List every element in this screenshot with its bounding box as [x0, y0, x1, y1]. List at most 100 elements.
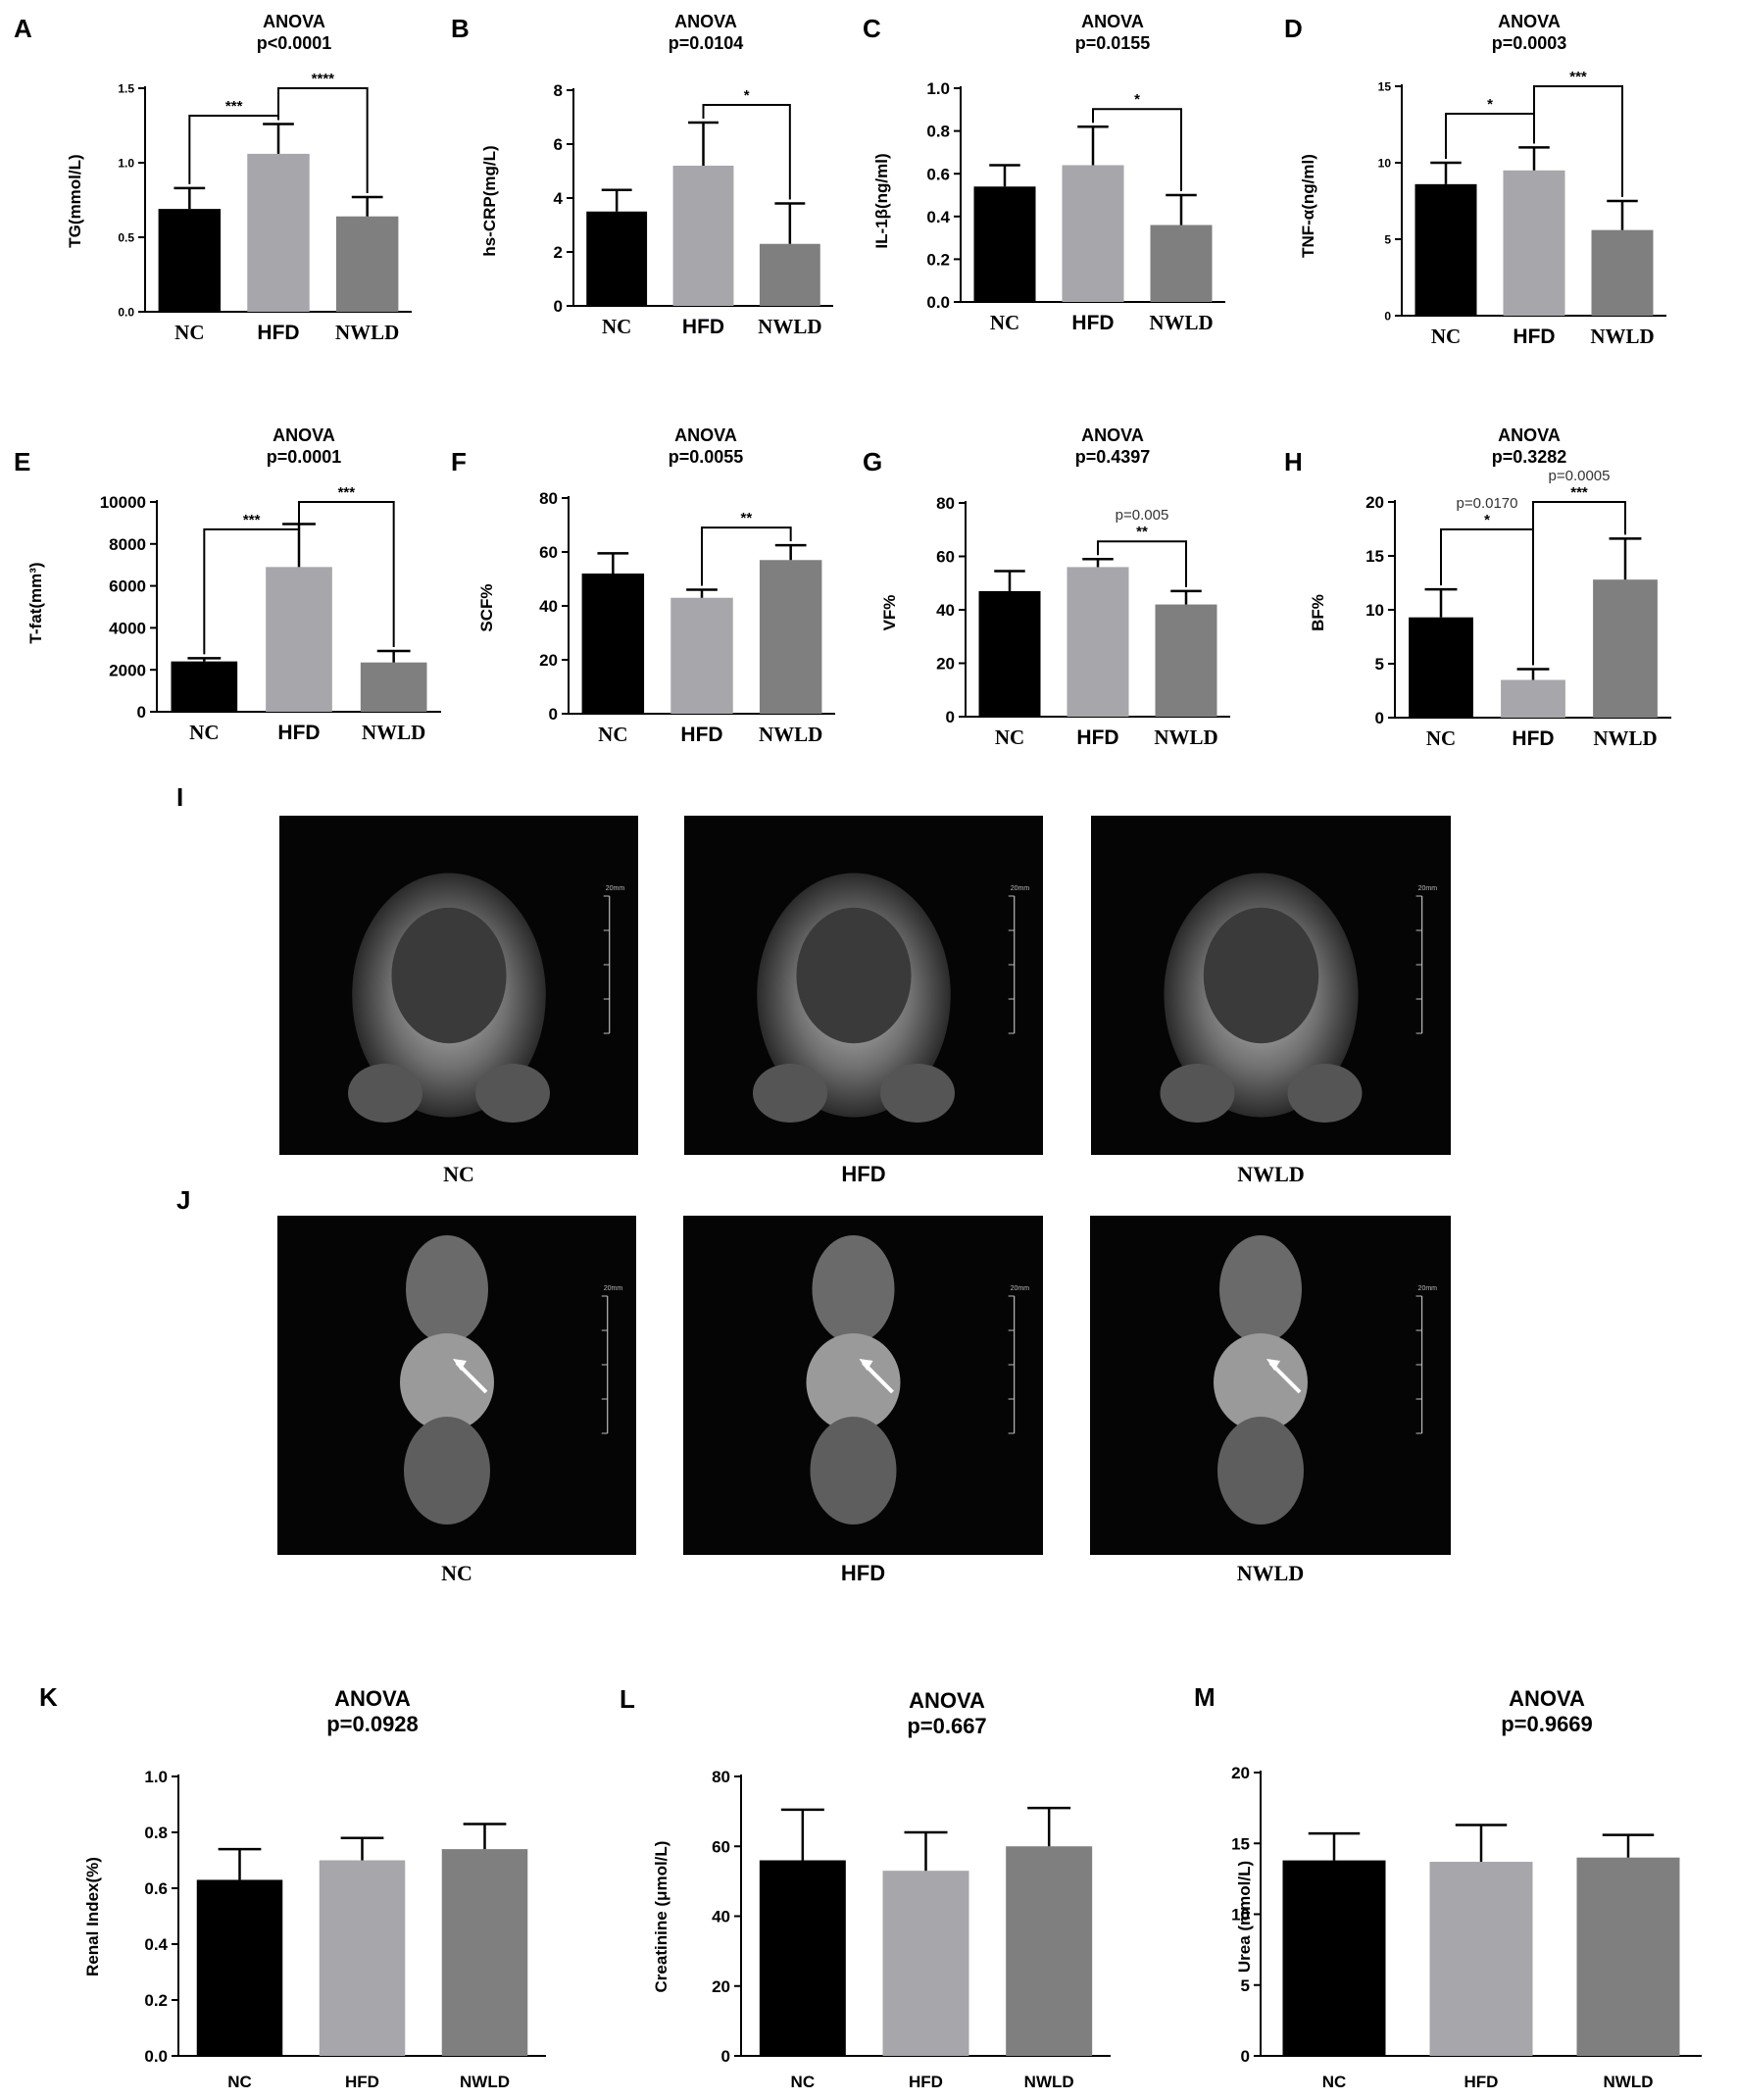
bar-nwld: [1593, 579, 1658, 718]
significance-bracket: [1445, 113, 1535, 159]
y-tick-label: 5: [1241, 1976, 1250, 1995]
x-tick-label-nc: NC: [602, 315, 631, 338]
bar-nwld: [759, 243, 820, 306]
panel-label: B: [451, 14, 470, 43]
mri-scale-label: 20mm: [1011, 885, 1030, 892]
y-tick-label: 8: [554, 81, 563, 100]
panel-label: G: [863, 447, 882, 476]
x-tick-label-nwld: NWLD: [1024, 2073, 1074, 2091]
y-tick-label: 0.0: [144, 2047, 168, 2066]
chart-subtitle: p=0.0155: [1075, 33, 1151, 53]
x-tick-label-nwld: NWLD: [1590, 325, 1654, 348]
y-tick-label: 5: [1375, 655, 1384, 674]
mri-hip-right: [1287, 1064, 1363, 1123]
chart-subtitle: p=0.0055: [669, 447, 744, 467]
mri-hip-left: [1160, 1064, 1235, 1123]
chart-title: ANOVA: [1081, 12, 1144, 31]
bar-nc: [1409, 617, 1473, 718]
x-tick-label-hfd: HFD: [680, 724, 722, 746]
panel-label: M: [1194, 1682, 1216, 1712]
y-axis-label: TNF-α(ng/ml): [1299, 154, 1317, 258]
y-tick-label: 60: [539, 543, 558, 562]
panel-label: D: [1284, 14, 1303, 43]
mri-neck: [400, 1333, 494, 1431]
bar-nc: [973, 186, 1036, 302]
y-axis-label: VF%: [880, 595, 899, 631]
mri-caption-nwld: NWLD: [1237, 1561, 1304, 1585]
significance-stars: *: [1134, 91, 1140, 108]
bar-nc: [759, 1860, 846, 2056]
y-axis-label: T-fat(mm³): [26, 562, 45, 643]
significance-bracket: [701, 526, 792, 586]
mri-hip-right: [475, 1064, 550, 1123]
y-tick-label: 0: [1384, 309, 1391, 323]
p-value-note: p=0.005: [1116, 507, 1169, 524]
y-tick-label: 0.0: [926, 293, 950, 312]
mri-scale-label: 20mm: [604, 1285, 623, 1292]
mri-trunk: [404, 1417, 490, 1525]
significance-stars: **: [740, 510, 752, 526]
x-tick-label-hfd: HFD: [909, 2073, 943, 2091]
y-tick-label: 10: [1231, 1906, 1250, 1925]
chart-title: ANOVA: [674, 425, 737, 445]
bar-nc: [171, 661, 238, 712]
panel-label: A: [14, 14, 32, 43]
significance-stars: *: [1484, 512, 1490, 528]
y-tick-label: 15: [1365, 547, 1384, 566]
bar-nwld: [1576, 1857, 1680, 2056]
y-tick-label: 10: [1365, 601, 1384, 620]
y-tick-label: 4: [554, 189, 564, 208]
y-tick-label: 0: [721, 2047, 730, 2066]
y-tick-label: 0.5: [118, 230, 134, 244]
mri-scale-label: 20mm: [1011, 1285, 1030, 1292]
chart-panel-D: D ANOVA p=0.0003 0 5 10 15 TNF-α(ng/ml) NC HFD NWL…: [1284, 12, 1666, 348]
bar-nwld: [1006, 1846, 1093, 2056]
chart-panel-C: C ANOVA p=0.0155 0.0 0.2 0.4 0.6 0.8 1.0 IL-1β(ng…: [863, 12, 1225, 334]
mri-scale-label: 20mm: [1418, 885, 1438, 892]
y-tick-label: 0.6: [926, 165, 950, 183]
x-tick-label-hfd: HFD: [257, 322, 299, 344]
y-tick-label: 40: [712, 1908, 730, 1926]
y-tick-label: 20: [539, 651, 558, 670]
y-tick-label: 0.2: [926, 251, 950, 270]
x-tick-label-nc: NC: [995, 725, 1024, 749]
y-tick-label: 0.4: [144, 1935, 168, 1954]
chart-title: ANOVA: [674, 12, 737, 31]
significance-stars: ***: [338, 484, 356, 501]
mri-caption-nc: NC: [443, 1162, 474, 1186]
y-tick-label: 80: [936, 494, 955, 513]
panel-label: F: [451, 447, 467, 476]
y-tick-label: 0.6: [144, 1879, 168, 1898]
mri-row-I: I 20mm NC 20mm HFD 20mm NWLD: [176, 782, 1451, 1186]
x-tick-label-nwld: NWLD: [1593, 726, 1657, 750]
panel-label: H: [1284, 447, 1303, 476]
significance-stars: **: [1136, 524, 1148, 540]
chart-subtitle: p=0.667: [907, 1714, 986, 1738]
mri-head: [1219, 1235, 1302, 1343]
chart-subtitle: p=0.0928: [326, 1712, 419, 1736]
y-tick-label: 40: [539, 597, 558, 616]
significance-stars: ***: [225, 98, 243, 115]
panel-label: C: [863, 14, 881, 43]
x-tick-label-nc: NC: [791, 2073, 816, 2091]
y-tick-label: 0: [554, 297, 563, 316]
significance-bracket: [203, 520, 300, 655]
bar-nc: [586, 211, 648, 306]
chart-subtitle: p=0.0001: [267, 447, 342, 467]
significance-stars: *: [1487, 96, 1493, 113]
mri-abdomen: [391, 907, 507, 1044]
chart-subtitle: p=0.4397: [1075, 447, 1151, 467]
y-axis-label: Renal Index(%): [83, 1857, 102, 1976]
y-axis-label: IL-1β(ng/ml): [872, 153, 891, 248]
x-tick-label-nwld: NWLD: [758, 315, 821, 338]
x-tick-label-nwld: NWLD: [759, 723, 822, 746]
y-tick-label: 1.0: [144, 1768, 168, 1786]
bar-hfd: [882, 1871, 969, 2056]
chart-panel-A: A ANOVA p<0.0001 0.0 0.5 1.0 1.5 TG(mmol/L) NC HF…: [14, 12, 412, 344]
x-tick-label-nwld: NWLD: [1154, 725, 1217, 749]
y-axis-label: hs-CRP(mg/L): [480, 145, 499, 256]
